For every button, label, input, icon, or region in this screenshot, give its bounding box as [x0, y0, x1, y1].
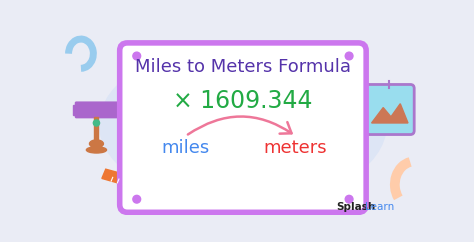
FancyBboxPatch shape — [75, 101, 118, 118]
Bar — [115, 105, 120, 114]
Text: × 1609.344: × 1609.344 — [173, 90, 313, 113]
FancyBboxPatch shape — [364, 84, 414, 135]
Bar — [73, 105, 78, 114]
Circle shape — [93, 120, 100, 126]
Ellipse shape — [100, 44, 386, 205]
Polygon shape — [102, 169, 168, 196]
Circle shape — [133, 52, 141, 60]
Text: Miles to Meters Formula: Miles to Meters Formula — [135, 58, 351, 76]
FancyBboxPatch shape — [120, 43, 366, 212]
FancyArrowPatch shape — [188, 116, 292, 135]
Text: meters: meters — [264, 139, 328, 157]
Circle shape — [345, 195, 353, 203]
Ellipse shape — [90, 140, 103, 148]
Text: Splash: Splash — [337, 202, 376, 212]
Polygon shape — [372, 104, 408, 123]
Circle shape — [345, 52, 353, 60]
Text: miles: miles — [162, 139, 210, 157]
Text: Learn: Learn — [365, 202, 395, 212]
Bar — [94, 117, 98, 142]
Ellipse shape — [86, 147, 107, 153]
Circle shape — [133, 195, 141, 203]
